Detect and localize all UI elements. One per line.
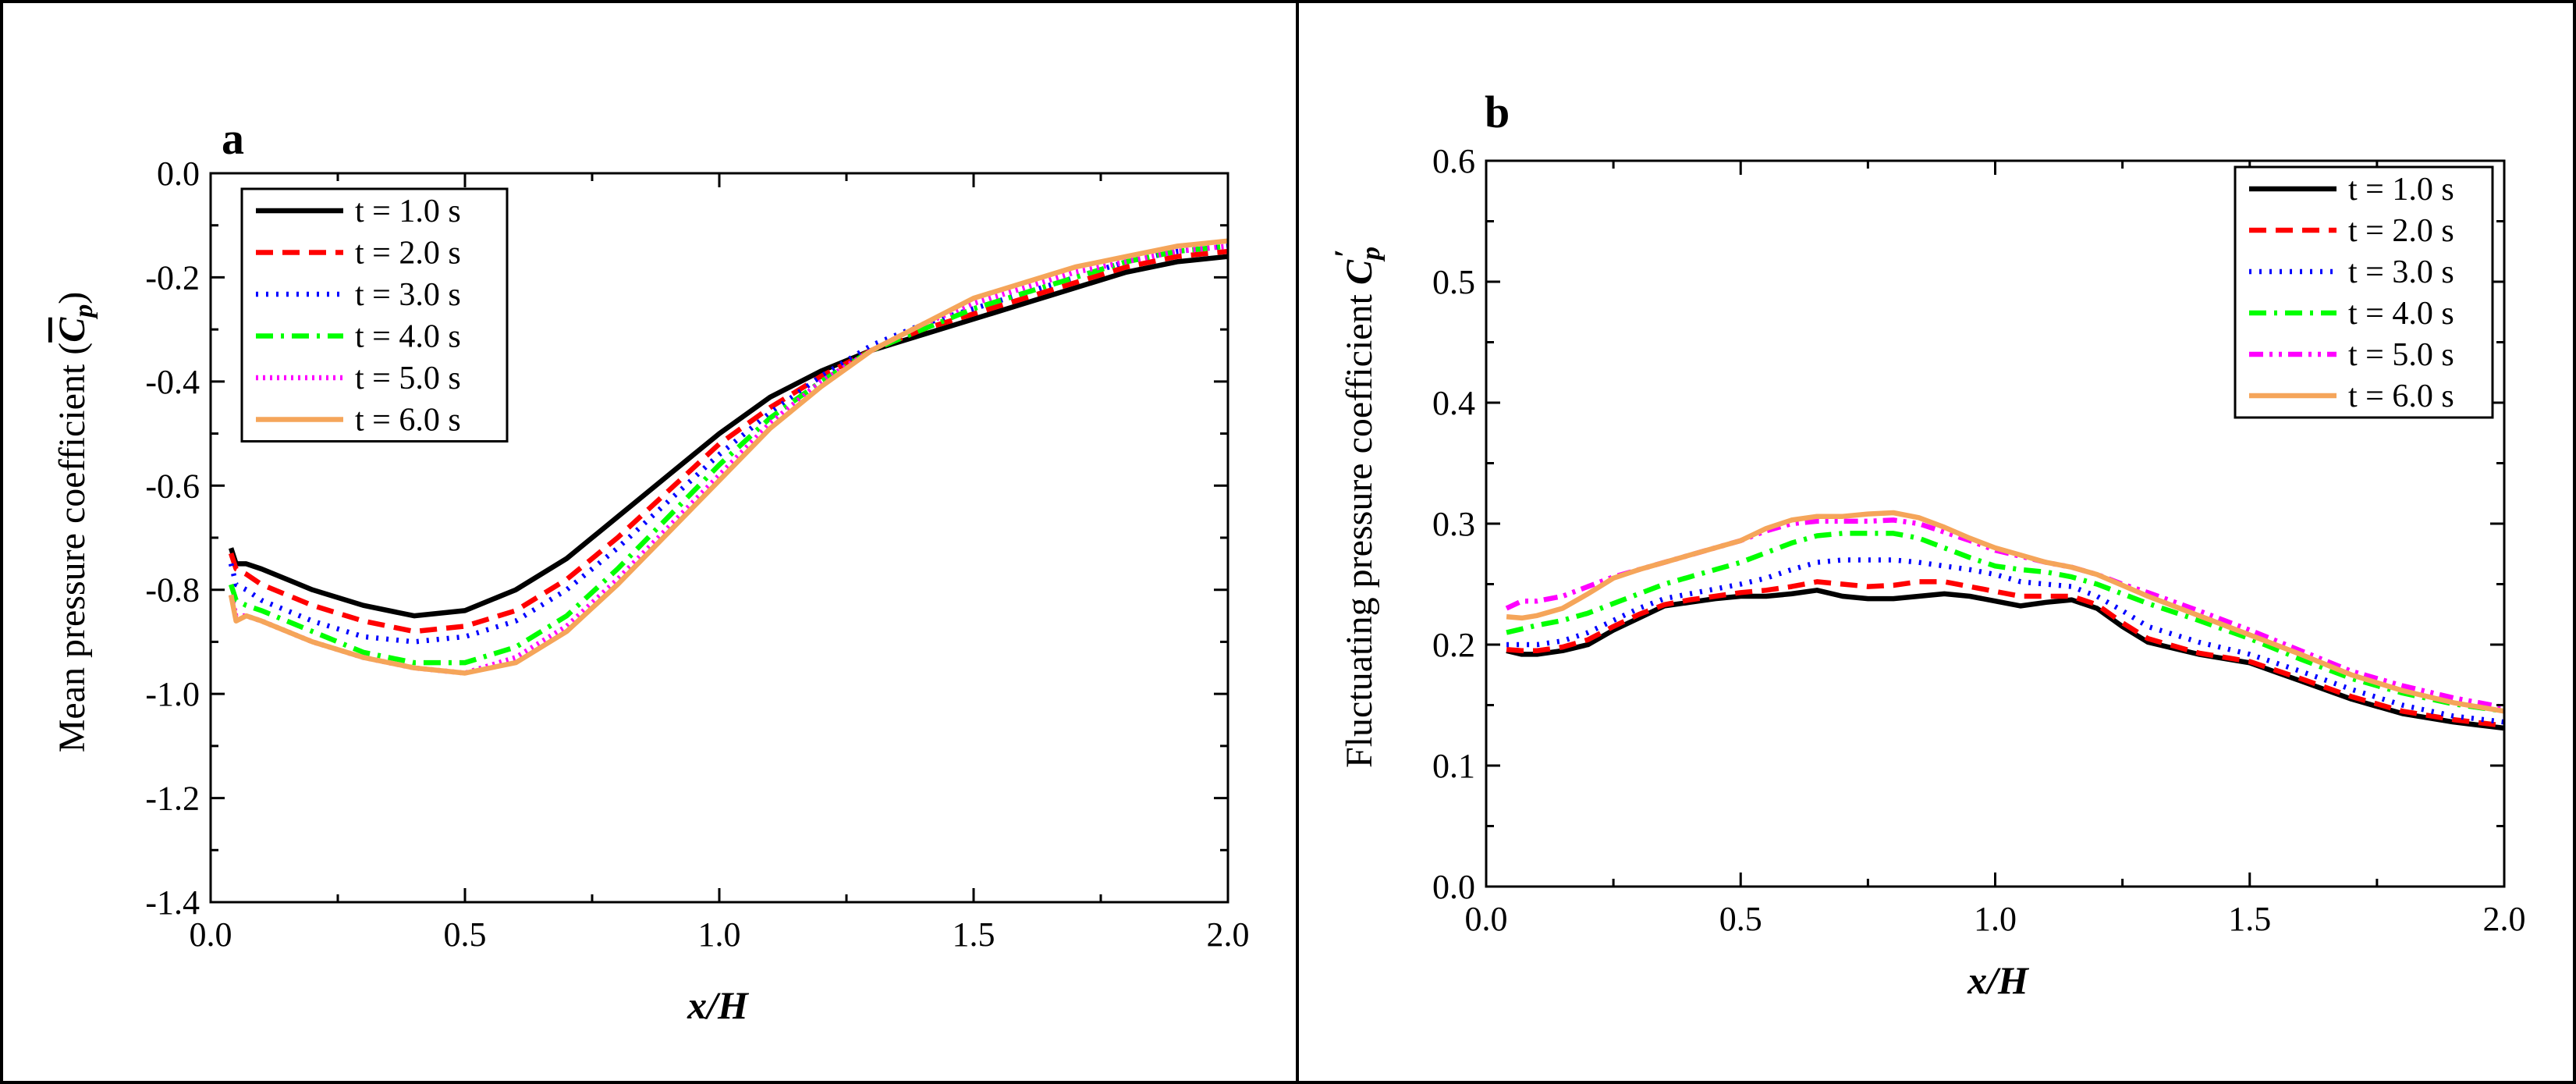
panel-b-x-tick-label: 0.0: [1465, 900, 1508, 938]
panel-b-x-tick-label: 1.0: [1974, 900, 2017, 938]
panel-a-y-tick-label: -0.2: [145, 258, 200, 297]
panel-a-label: a: [222, 113, 244, 164]
panel-b-ylabel-subscript: p: [1357, 247, 1386, 262]
panel-b-y-tick-label: 0.3: [1432, 505, 1475, 543]
panel-a-x-tick-label: 1.0: [698, 915, 741, 954]
panel-b-x-tick-label: 1.5: [2228, 900, 2271, 938]
panel-a-legend-label-6: t = 6.0 s: [355, 403, 461, 439]
panel-b-series-line-6: [1506, 510, 2505, 714]
panel-b-legend-label-4: t = 4.0 s: [2348, 296, 2454, 332]
panel-b-series-line-2: [1506, 579, 2505, 729]
panel-a-legend-label-4: t = 4.0 s: [355, 319, 461, 355]
panel-a-legend: t = 1.0 s t = 2.0 s t = 3.0 s t = 4.0 s t = …: [240, 187, 509, 442]
panel-a-legend-label-2: t = 2.0 s: [355, 236, 461, 272]
panel-a-x-tick-label: 0.5: [444, 915, 487, 954]
panel-a-x-tick-label: 0.0: [190, 915, 232, 954]
panel-a-y-tick-label: -1.0: [145, 675, 200, 713]
panel-a-series-line-1: [229, 254, 1229, 619]
panel-b-x-tick-label: 2.0: [2483, 900, 2526, 938]
panel-a-x-tick-label: 2.0: [1207, 915, 1250, 954]
panel-a-ylabel-symbol: C: [51, 317, 93, 343]
panel-a-series-line-4: [229, 243, 1229, 666]
panel-b-series-line-4: [1506, 531, 2505, 714]
panel-a-series-line-2: [229, 248, 1229, 634]
panel-a-legend-label-5: t = 5.0 s: [355, 361, 461, 396]
panel-b-y-tick-label: 0.5: [1432, 263, 1475, 301]
panel-b-y-axis-title: Fluctuating pressure coefficient Cp′: [1328, 247, 1386, 768]
panel-a-ylabel-suffix: ): [51, 292, 93, 304]
panel-a-series-line-6: [228, 238, 1229, 676]
panel-b-y-tick-label: 0.0: [1432, 868, 1475, 906]
panel-b-y-tick-label: 0.6: [1432, 142, 1475, 180]
panel-b-ylabel-prime: ′: [1328, 249, 1363, 258]
panel-b-legend-label-1: t = 1.0 s: [2348, 172, 2454, 208]
panel-b-legend: t = 1.0 s t = 2.0 s t = 3.0 s t = 4.0 s t = …: [2234, 165, 2494, 419]
panel-a-legend-label-3: t = 3.0 s: [355, 277, 461, 313]
plot-b: 0.0 0.5 1.0 1.5 2.0 0.0 0.1 0.2 0.3 0.4 0.5 0.6: [1432, 142, 2526, 938]
panel-b-ylabel-symbol: C: [1339, 259, 1380, 285]
panel-a-ylabel-subscript: p: [69, 304, 98, 320]
panel-b-label: b: [1485, 87, 1510, 137]
panel-a-y-tick-label: -0.6: [145, 467, 200, 505]
panel-a-x-tick-label: 1.5: [953, 915, 995, 954]
panel-a-y-tick-label: -0.8: [145, 571, 200, 610]
panel-a-y-axis-title: Mean pressure coefficient (Cp): [51, 292, 98, 753]
panel-b-y-tick-label: 0.2: [1432, 626, 1475, 664]
panel-b-x-axis-title: x/H: [1967, 958, 2030, 1002]
panel-b-y-tick-label: 0.4: [1432, 384, 1475, 422]
panel-a-legend-box: [240, 187, 509, 442]
panel-b-legend-label-3: t = 3.0 s: [2348, 254, 2454, 290]
panel-a-x-axis-title: x/H: [687, 983, 750, 1027]
panel-a-y-tick-label: 0.0: [157, 155, 200, 193]
panel-b-legend-label-5: t = 5.0 s: [2348, 337, 2454, 373]
panel-b-legend-box: [2234, 165, 2494, 419]
panel-b: b 0.0 0.5 1.0 1.5 2.0 0.0 0.1 0.2 0.3 0.4 0.5 0.6 x…: [1328, 87, 2526, 1002]
panel-b-y-tick-label: 0.1: [1432, 747, 1475, 785]
panel-a: a 0.0 0.5 1.0 1.5 2.0 -1.4 -1.2 -1.0 -0.8 -0.6 -0.…: [51, 113, 1250, 1027]
panel-a-y-tick-label: -1.2: [145, 780, 200, 818]
panel-a-y-tick-label: -0.4: [145, 363, 200, 401]
panel-a-y-tick-label: -1.4: [145, 883, 200, 922]
panel-b-x-tick-label: 0.5: [1719, 900, 1762, 938]
panel-a-ylabel-prefix: Mean pressure coefficient (: [51, 343, 93, 753]
plot-a: 0.0 0.5 1.0 1.5 2.0 -1.4 -1.2 -1.0 -0.8 -0.6 -0.4 -…: [145, 155, 1249, 954]
panel-b-ylabel-prefix: Fluctuating pressure coefficient: [1339, 285, 1380, 768]
panel-a-legend-label-1: t = 1.0 s: [355, 194, 461, 229]
panel-b-legend-label-6: t = 6.0 s: [2348, 379, 2454, 414]
panel-b-legend-label-2: t = 2.0 s: [2348, 213, 2454, 249]
